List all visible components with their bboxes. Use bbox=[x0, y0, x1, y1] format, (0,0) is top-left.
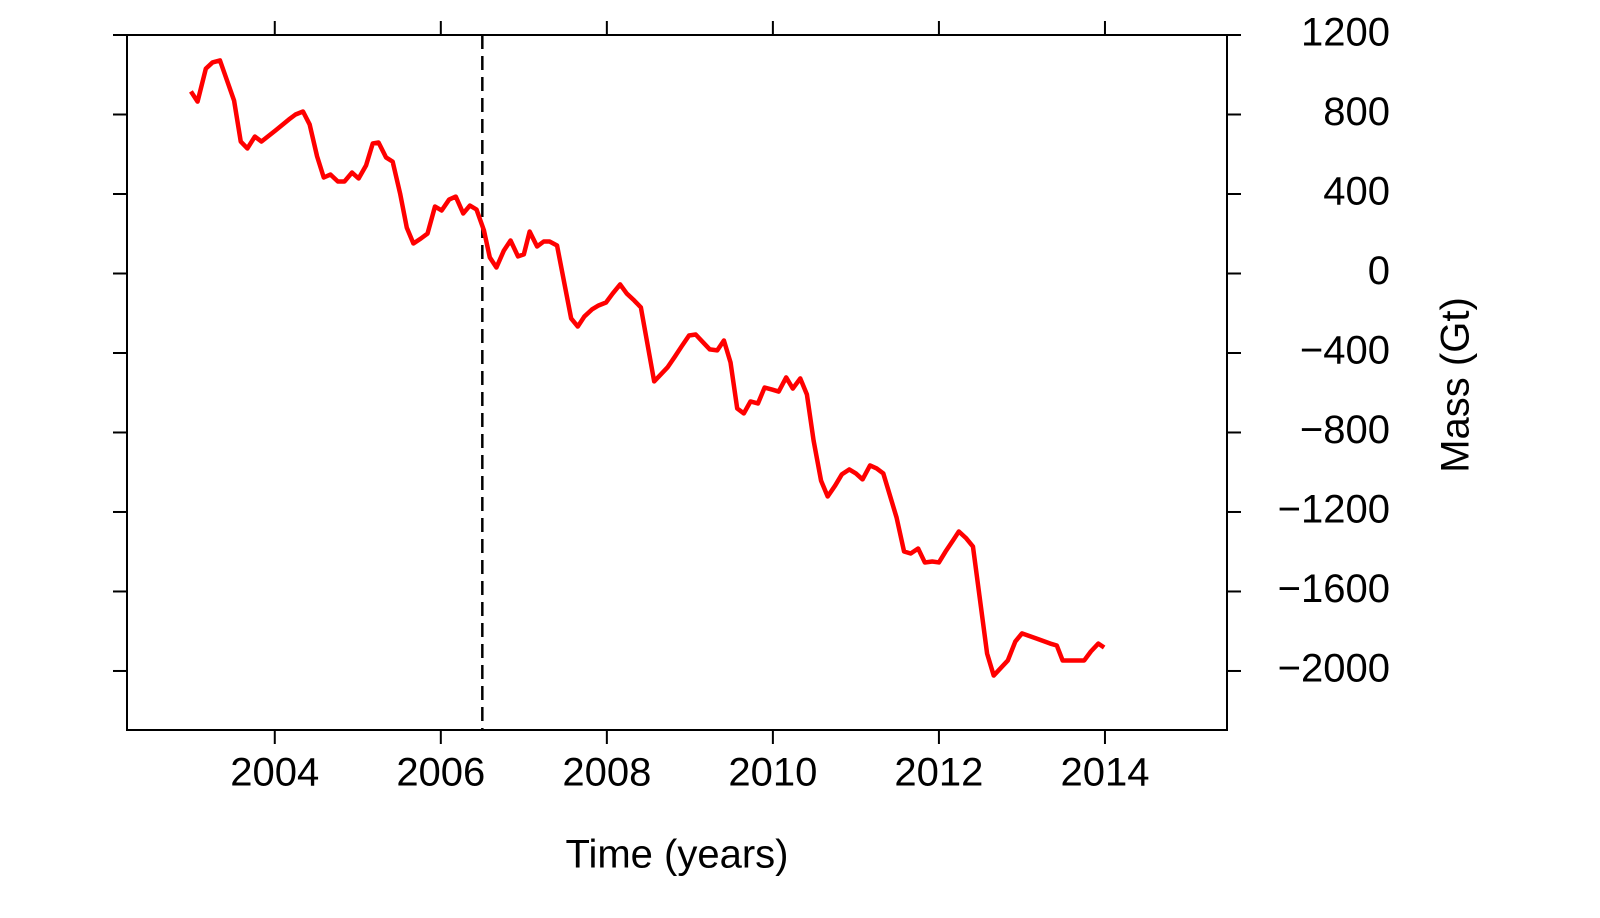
x-axis-label: Time (years) bbox=[566, 833, 789, 877]
y-tick-label: 800 bbox=[1323, 90, 1390, 134]
y-tick-label: −400 bbox=[1300, 329, 1390, 373]
y-axis-label: Mass (Gt) bbox=[1434, 297, 1478, 473]
y-tick-label: 0 bbox=[1368, 249, 1390, 293]
x-tick-label: 2014 bbox=[1060, 751, 1149, 795]
y-tick-label: −1200 bbox=[1278, 488, 1390, 532]
data-line bbox=[189, 58, 1106, 678]
x-tick-label: 2004 bbox=[230, 751, 319, 795]
y-tick-label: −1600 bbox=[1278, 567, 1390, 611]
y-tick-label: −2000 bbox=[1278, 647, 1390, 691]
plot-frame bbox=[126, 34, 1228, 731]
y-tick-label: 1200 bbox=[1301, 11, 1390, 55]
x-tick-label: 2010 bbox=[728, 751, 817, 795]
x-tick-label: 2008 bbox=[562, 751, 651, 795]
y-tick-label: −800 bbox=[1300, 408, 1390, 452]
y-tick-label: 400 bbox=[1323, 170, 1390, 214]
x-tick-label: 2012 bbox=[894, 751, 983, 795]
x-tick-label: 2006 bbox=[396, 751, 485, 795]
